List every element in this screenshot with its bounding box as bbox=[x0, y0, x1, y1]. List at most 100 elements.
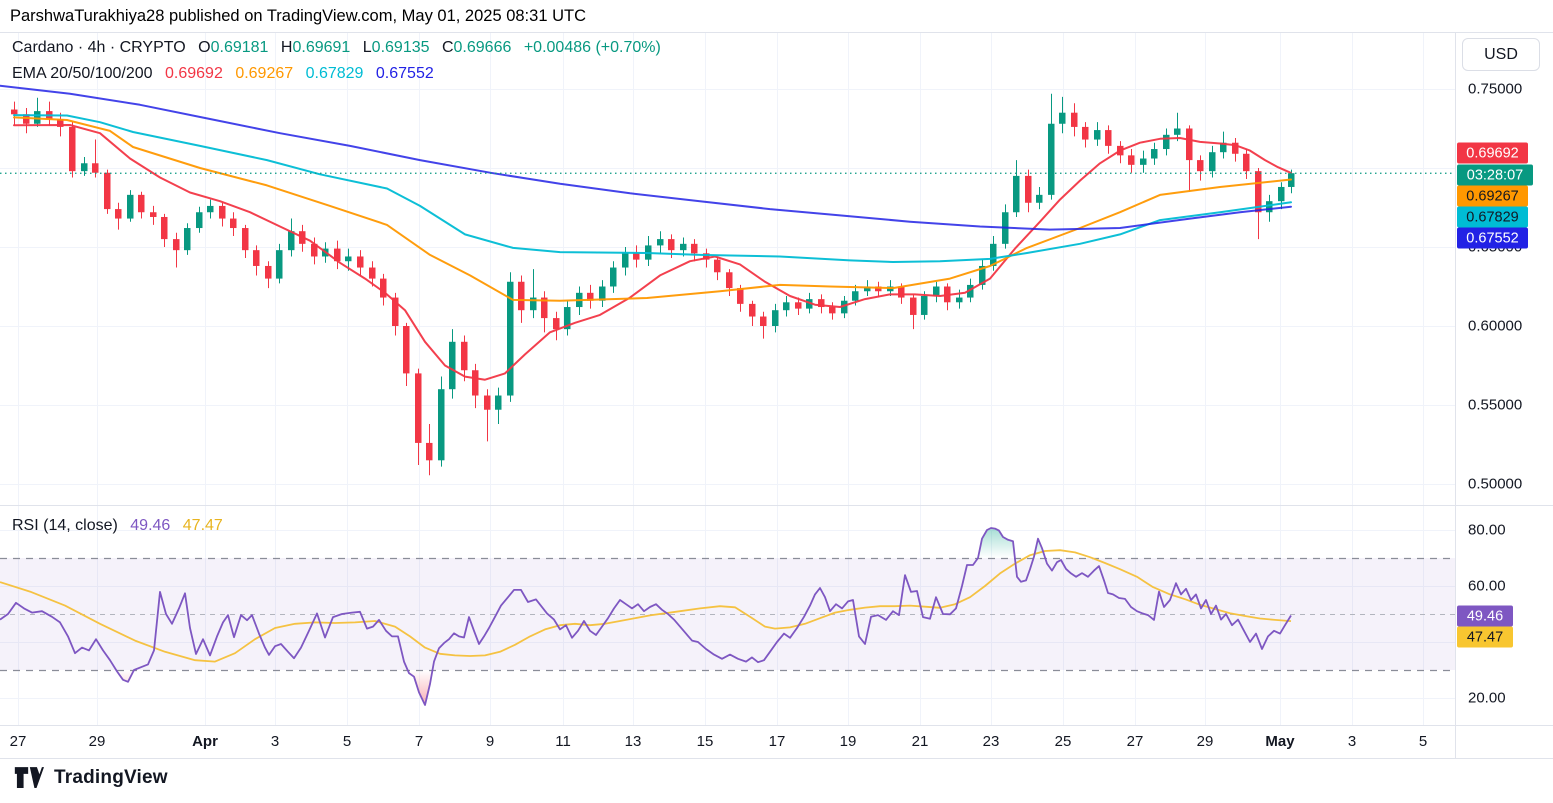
rsi-legend: RSI (14, close) 49.46 47.47 bbox=[12, 517, 223, 535]
candle-body bbox=[1059, 112, 1066, 124]
candle-body bbox=[990, 243, 997, 266]
candle-body bbox=[472, 370, 479, 396]
candle-body bbox=[530, 297, 537, 311]
candle-body bbox=[1128, 155, 1135, 165]
candle-body bbox=[749, 303, 756, 317]
main-chart-pane[interactable] bbox=[0, 32, 1455, 505]
candle-body bbox=[57, 119, 64, 127]
candle-body bbox=[680, 243, 687, 251]
ema50-value: 0.69267 bbox=[235, 65, 294, 82]
candle-body bbox=[714, 259, 721, 273]
candle-body bbox=[783, 302, 790, 311]
candle-body bbox=[933, 286, 940, 296]
ema20-value: 0.69692 bbox=[165, 65, 223, 82]
candle-body bbox=[380, 278, 387, 298]
candle-body bbox=[1197, 160, 1204, 172]
candle-body bbox=[150, 212, 157, 217]
time-axis-tick: Apr bbox=[192, 733, 218, 750]
candle-body bbox=[1209, 152, 1216, 172]
change-value: +0.00486 (+0.70%) bbox=[523, 39, 661, 56]
ema-line-ema100 bbox=[13, 114, 1292, 263]
rsi-value: 49.46 bbox=[130, 517, 171, 534]
price-axis-label: 0.60000 bbox=[1468, 317, 1523, 335]
candle-body bbox=[1266, 201, 1273, 213]
candle-body bbox=[265, 265, 272, 279]
time-axis-tick: 19 bbox=[839, 733, 857, 750]
candle-body bbox=[184, 228, 191, 251]
candle-body bbox=[564, 307, 571, 330]
time-axis-tick: 3 bbox=[270, 733, 280, 750]
candle-body bbox=[449, 341, 456, 390]
candle-body bbox=[541, 297, 548, 319]
time-axis-tick: 27 bbox=[9, 733, 27, 750]
candle-body bbox=[230, 218, 237, 229]
candle-body bbox=[1025, 175, 1032, 203]
time-axis-tick: 9 bbox=[485, 733, 495, 750]
candle-body bbox=[1220, 142, 1227, 153]
price-axis-label: 0.55000 bbox=[1468, 396, 1523, 414]
candle-body bbox=[1094, 130, 1101, 140]
rsi-axis-label: 60.00 bbox=[1468, 577, 1506, 595]
candle-body bbox=[276, 250, 283, 279]
candle-body bbox=[657, 239, 664, 246]
candle-body bbox=[760, 316, 767, 326]
candle-body bbox=[841, 300, 848, 314]
candle-body bbox=[345, 256, 352, 262]
rsi-oversold-fill bbox=[0, 670, 1291, 705]
rsi-axis-badge: 49.46 bbox=[1457, 605, 1513, 627]
candle-body bbox=[910, 297, 917, 315]
time-axis-tick: 11 bbox=[555, 733, 571, 750]
candle-body bbox=[461, 341, 468, 371]
candle-body bbox=[484, 395, 491, 410]
time-axis-tick: May bbox=[1265, 733, 1295, 750]
candle-body bbox=[633, 253, 640, 260]
ema-label: EMA 20/50/100/200 bbox=[12, 65, 153, 82]
price-axis-badge: 0.67829 bbox=[1457, 206, 1528, 228]
candle-body bbox=[1186, 128, 1193, 161]
time-axis-tick: 15 bbox=[696, 733, 714, 750]
candle-body bbox=[138, 194, 145, 213]
candle-body bbox=[1013, 175, 1020, 213]
candle-body bbox=[875, 286, 882, 292]
rsi-line bbox=[0, 527, 1292, 706]
candle-body bbox=[1163, 134, 1170, 150]
rsi-pane[interactable] bbox=[0, 505, 1455, 725]
candle-body bbox=[622, 253, 629, 268]
time-axis-tick: 23 bbox=[982, 733, 1000, 750]
ema200-value: 0.67552 bbox=[375, 65, 434, 82]
rsi-axis-label: 20.00 bbox=[1468, 689, 1506, 707]
ohlc-low: L0.69135 bbox=[362, 39, 430, 56]
candle-body bbox=[921, 295, 928, 315]
candle-body bbox=[207, 205, 214, 213]
ema-line-ema200 bbox=[0, 84, 1292, 231]
candle-body bbox=[242, 228, 249, 251]
candle-body bbox=[334, 248, 341, 262]
candle-body bbox=[357, 256, 364, 268]
time-axis-tick: 17 bbox=[768, 733, 786, 750]
time-axis-tick: 27 bbox=[1126, 733, 1144, 750]
candle-body bbox=[127, 194, 134, 219]
candle-body bbox=[173, 239, 180, 251]
candle-body bbox=[726, 272, 733, 289]
rsi-ma-line bbox=[0, 549, 1292, 663]
candle-body bbox=[587, 292, 594, 301]
candle-body bbox=[219, 205, 226, 219]
candle-body bbox=[668, 239, 675, 251]
candle-body bbox=[1232, 142, 1239, 154]
candle-body bbox=[34, 111, 41, 124]
candle-body bbox=[161, 216, 168, 240]
candle-body bbox=[1071, 112, 1078, 127]
publish-header: ParshwaTurakhiya28 published on TradingV… bbox=[10, 7, 586, 25]
candle-body bbox=[1140, 158, 1147, 165]
currency-toggle-button[interactable]: USD bbox=[1462, 38, 1540, 71]
footer: TradingView bbox=[14, 766, 168, 790]
candle-body bbox=[979, 265, 986, 285]
ohlc-high: H0.69691 bbox=[280, 39, 351, 56]
candle-body bbox=[956, 297, 963, 303]
rsi-axis-badge: 47.47 bbox=[1457, 626, 1513, 648]
candle-body bbox=[392, 297, 399, 326]
tradingview-logo-icon[interactable] bbox=[14, 766, 44, 790]
candle-body bbox=[115, 209, 122, 219]
tradingview-wordmark[interactable]: TradingView bbox=[54, 767, 168, 788]
